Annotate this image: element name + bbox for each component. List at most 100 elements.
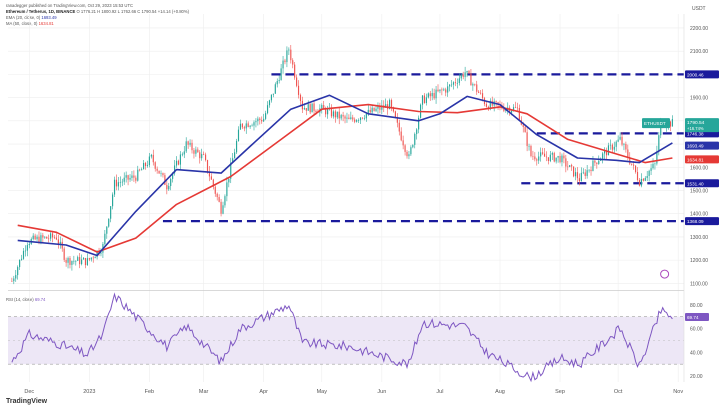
candle-body (160, 173, 162, 174)
candle-body (195, 149, 197, 154)
last-price: 1790.54 (687, 120, 705, 126)
candle-body (115, 179, 118, 187)
candle-body (88, 258, 90, 260)
candle-body (615, 141, 617, 147)
candle-body (280, 68, 282, 81)
rsi-tag: 69.74 (687, 315, 699, 320)
candle-body (594, 160, 596, 163)
candle-body (373, 107, 375, 111)
candle-body (170, 178, 172, 187)
candle-body (90, 257, 92, 260)
candle-body (108, 218, 110, 227)
candle-body (38, 236, 40, 243)
candle-body (197, 149, 199, 153)
candle-body (282, 60, 284, 69)
candle-body (235, 140, 238, 153)
candle-body (596, 162, 598, 164)
candle-body (511, 110, 513, 113)
candle-body (561, 155, 563, 163)
candle-body (658, 135, 660, 152)
time-tick-label: Aug (495, 389, 505, 395)
candle-body (100, 252, 102, 254)
candle-body (249, 125, 251, 127)
candle-body (468, 70, 470, 74)
price-tick-label: 1500.00 (690, 188, 708, 194)
candle-body (212, 179, 214, 187)
candle-body (73, 260, 75, 262)
candle-body (112, 194, 114, 207)
candle-body (15, 275, 17, 279)
candle-body (669, 121, 672, 127)
candle-body (133, 175, 135, 178)
rsi-legend-value: 69.74 (34, 297, 46, 302)
candle-body (17, 267, 19, 276)
candle-body (40, 235, 42, 243)
candle-body (356, 120, 358, 122)
candle-body (81, 259, 83, 265)
rsi-legend: RSI (14, close) 69.74 (6, 297, 45, 302)
candle-body (545, 156, 548, 158)
candle-body (503, 108, 505, 111)
candle-body (272, 93, 274, 95)
candle-body (617, 139, 619, 142)
symbol-badge-bg (642, 118, 670, 129)
candle-body (474, 84, 476, 85)
candle-body (292, 60, 294, 65)
currency-label: USDT (692, 6, 706, 12)
candle-body (571, 165, 573, 167)
candle-body (462, 74, 464, 77)
candle-body (327, 109, 329, 115)
time-tick-label: 2023 (83, 389, 95, 395)
candle-body (636, 172, 639, 180)
candle-body (189, 142, 191, 145)
candle-body (183, 151, 185, 155)
candle-body (514, 107, 517, 108)
candle-body (164, 175, 166, 185)
candle-body (34, 235, 36, 240)
candle-body (423, 95, 426, 104)
candle-body (555, 157, 557, 162)
candle-body (286, 50, 288, 63)
candle-body (48, 238, 50, 240)
candle-body (646, 175, 648, 178)
candle-body (158, 170, 160, 174)
candle-body (321, 105, 323, 109)
price-change: +16.74% (687, 126, 704, 131)
candle-body (255, 121, 257, 123)
candle-body (481, 93, 484, 99)
candle-body (435, 89, 437, 99)
price-tick-label: 1900.00 (690, 96, 708, 102)
candle-body (26, 245, 28, 251)
candle-body (381, 105, 383, 110)
candle-body (71, 260, 73, 265)
level-1746-tag: 1746.38 (687, 131, 704, 136)
candle-body (621, 136, 623, 145)
candle-body (143, 162, 145, 170)
candle-body (261, 119, 263, 122)
time-tick-label: Mar (199, 389, 209, 395)
candle-body (404, 145, 406, 152)
candle-body (22, 250, 25, 259)
candle-body (416, 129, 418, 135)
candle-body (429, 93, 431, 97)
candle-body (325, 108, 327, 115)
candle-body (59, 241, 61, 244)
candle-body (447, 86, 449, 93)
candle-body (251, 125, 253, 127)
candle-body (671, 119, 673, 127)
rsi-line (11, 292, 673, 383)
level-1368-tag-bg (685, 217, 719, 226)
candle-body (445, 89, 447, 93)
candle-body (94, 257, 96, 259)
candle-body (516, 107, 519, 109)
candle-body (346, 117, 348, 119)
candle-body (534, 156, 536, 160)
candle-body (51, 233, 54, 238)
candle-body (214, 186, 216, 194)
candle-body (218, 197, 220, 202)
candle-body (542, 152, 544, 154)
candle-body (522, 124, 524, 127)
candle-body (549, 154, 551, 161)
